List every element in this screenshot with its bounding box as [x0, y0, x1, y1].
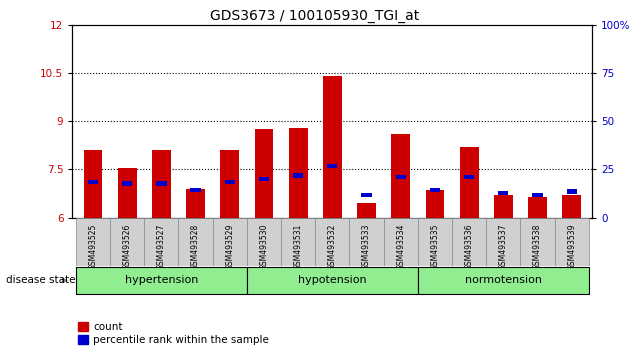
Text: GSM493527: GSM493527	[157, 223, 166, 270]
Bar	[460, 147, 479, 218]
Bar	[289, 128, 307, 218]
Bar	[88, 180, 98, 184]
Bar	[357, 203, 376, 218]
FancyBboxPatch shape	[384, 218, 418, 266]
Bar	[259, 177, 269, 181]
Bar	[391, 134, 410, 218]
Bar	[528, 197, 547, 218]
Bar	[255, 129, 273, 218]
Text: GSM493538: GSM493538	[533, 223, 542, 270]
Text: GSM493531: GSM493531	[294, 223, 302, 270]
Text: GSM493530: GSM493530	[260, 223, 268, 270]
FancyBboxPatch shape	[554, 218, 589, 266]
Bar	[224, 180, 235, 184]
Bar	[362, 193, 372, 197]
Text: GSM493537: GSM493537	[499, 223, 508, 270]
Bar	[293, 173, 303, 177]
Legend: count, percentile rank within the sample: count, percentile rank within the sample	[77, 322, 269, 345]
FancyBboxPatch shape	[213, 218, 247, 266]
FancyBboxPatch shape	[315, 218, 350, 266]
FancyBboxPatch shape	[247, 267, 418, 294]
Bar	[498, 191, 508, 195]
FancyBboxPatch shape	[76, 218, 110, 266]
Text: normotension: normotension	[465, 275, 542, 285]
FancyBboxPatch shape	[418, 267, 589, 294]
Bar	[186, 189, 205, 218]
Bar	[323, 76, 341, 218]
Bar	[494, 195, 513, 218]
Bar	[152, 150, 171, 218]
Text: GSM493526: GSM493526	[123, 223, 132, 270]
Bar	[563, 195, 581, 218]
Bar	[532, 193, 542, 197]
Bar	[396, 175, 406, 179]
FancyBboxPatch shape	[247, 218, 281, 266]
Bar	[425, 190, 444, 218]
Text: GSM493539: GSM493539	[567, 223, 576, 270]
Bar	[156, 181, 166, 185]
Bar	[327, 164, 338, 168]
Text: GSM493533: GSM493533	[362, 223, 371, 270]
FancyBboxPatch shape	[178, 218, 213, 266]
Text: hypotension: hypotension	[298, 275, 367, 285]
FancyBboxPatch shape	[350, 218, 384, 266]
Text: GSM493525: GSM493525	[88, 223, 98, 270]
Bar	[220, 150, 239, 218]
FancyBboxPatch shape	[110, 218, 144, 266]
Text: disease state: disease state	[6, 275, 76, 285]
Text: GSM493536: GSM493536	[464, 223, 474, 270]
Bar	[430, 188, 440, 192]
Bar	[566, 189, 577, 194]
Text: GSM493529: GSM493529	[226, 223, 234, 270]
Text: GDS3673 / 100105930_TGI_at: GDS3673 / 100105930_TGI_at	[210, 9, 420, 23]
Bar	[118, 168, 137, 218]
Text: hypertension: hypertension	[125, 275, 198, 285]
FancyBboxPatch shape	[520, 218, 554, 266]
FancyBboxPatch shape	[452, 218, 486, 266]
FancyBboxPatch shape	[281, 218, 315, 266]
Bar	[122, 181, 132, 185]
FancyBboxPatch shape	[418, 218, 452, 266]
FancyBboxPatch shape	[76, 267, 247, 294]
Text: GSM493528: GSM493528	[191, 223, 200, 270]
Bar	[84, 150, 102, 218]
FancyBboxPatch shape	[144, 218, 178, 266]
Text: GSM493535: GSM493535	[430, 223, 439, 270]
FancyBboxPatch shape	[486, 218, 520, 266]
Bar	[190, 188, 201, 192]
Text: GSM493532: GSM493532	[328, 223, 337, 270]
Bar	[464, 175, 474, 179]
Text: GSM493534: GSM493534	[396, 223, 405, 270]
